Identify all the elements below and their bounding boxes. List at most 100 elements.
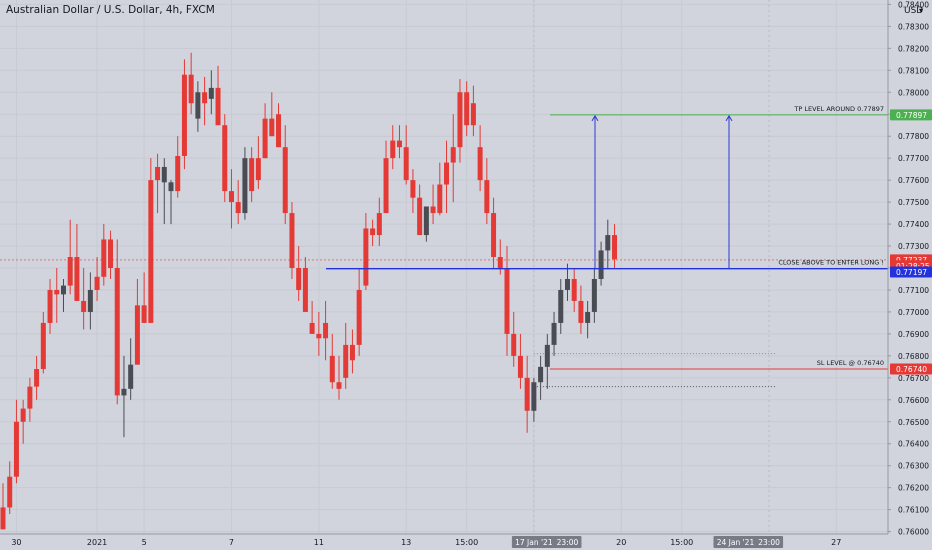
candle-body bbox=[423, 206, 429, 236]
candle-body bbox=[128, 364, 134, 389]
candle-body bbox=[511, 333, 517, 356]
time-marker-bg bbox=[511, 536, 556, 548]
entry-label: CLOSE ABOVE TO ENTER LONG ! bbox=[778, 259, 884, 267]
candle-body bbox=[289, 213, 295, 268]
time-axis-label: 15:00 bbox=[670, 538, 693, 547]
price-tag-bg bbox=[890, 363, 932, 375]
candle-body bbox=[578, 300, 584, 323]
price-axis-label: 0.78200 bbox=[898, 44, 929, 53]
candle-body bbox=[7, 476, 13, 508]
candle-body bbox=[27, 386, 33, 409]
candle-body bbox=[497, 257, 503, 268]
price-axis-label: 0.76500 bbox=[898, 418, 929, 427]
price-axis-label: 0.76300 bbox=[898, 462, 929, 471]
price-axis-label: 0.76400 bbox=[898, 440, 929, 449]
candle-body bbox=[410, 180, 416, 198]
candle-body bbox=[564, 278, 570, 290]
candle-body bbox=[302, 268, 308, 312]
candle-body bbox=[0, 507, 6, 530]
candle-body bbox=[383, 158, 389, 214]
price-axis-label: 0.78300 bbox=[898, 22, 929, 31]
currency-label[interactable]: USD bbox=[904, 6, 924, 16]
time-marker-label: 17 Jan '21 bbox=[515, 538, 553, 547]
candle-body bbox=[336, 382, 342, 389]
tp-label: TP LEVEL AROUND 0.77897 bbox=[793, 105, 884, 113]
candle-body bbox=[457, 92, 463, 148]
candle-body bbox=[363, 228, 369, 286]
price-axis-label: 0.76200 bbox=[898, 484, 929, 493]
candle-body bbox=[316, 333, 322, 339]
candle-body bbox=[215, 87, 221, 126]
candle-body bbox=[524, 377, 530, 411]
price-tag-label: 01:28:25 bbox=[896, 262, 930, 271]
candle-body bbox=[101, 239, 107, 277]
candle-body bbox=[155, 166, 161, 181]
candle-body bbox=[349, 344, 355, 361]
time-marker-bg bbox=[713, 536, 758, 548]
candle-body bbox=[54, 289, 60, 295]
sl-label: SL LEVEL @ 0.76740 bbox=[817, 359, 884, 367]
candle-body bbox=[255, 158, 261, 181]
candle-body bbox=[591, 278, 597, 312]
candle-body bbox=[13, 421, 19, 477]
candle-body bbox=[67, 257, 73, 286]
candle-body bbox=[531, 382, 537, 411]
chart-title: Australian Dollar / U.S. Dollar, 4h, FXC… bbox=[6, 4, 215, 16]
time-marker-label: 23:00 bbox=[758, 538, 780, 547]
price-tag-label: 0.77897 bbox=[896, 111, 927, 120]
candle-body bbox=[108, 239, 114, 268]
candle-body bbox=[134, 305, 140, 365]
candle-body bbox=[208, 87, 214, 99]
candle-body bbox=[585, 311, 591, 323]
candle-body bbox=[450, 147, 456, 163]
candle-body bbox=[551, 322, 557, 345]
price-axis-label: 0.77100 bbox=[898, 286, 929, 295]
candle-body bbox=[477, 147, 483, 181]
price-axis-label: 0.77600 bbox=[898, 176, 929, 185]
candle-body bbox=[558, 289, 564, 323]
candle-body bbox=[269, 118, 275, 137]
price-axis-label: 0.76900 bbox=[898, 330, 929, 339]
candle-body bbox=[612, 235, 618, 260]
price-axis-label: 0.76000 bbox=[898, 528, 929, 537]
price-tag-bg bbox=[890, 109, 932, 121]
candle-body bbox=[81, 300, 87, 312]
price-axis-label: 0.76600 bbox=[898, 396, 929, 405]
time-marker-label: 23:00 bbox=[557, 538, 579, 547]
candle-body bbox=[544, 344, 550, 367]
candle-body bbox=[417, 197, 423, 236]
candle-body bbox=[598, 250, 604, 279]
chevron-down-icon[interactable]: ▾ bbox=[919, 6, 924, 15]
candle-body bbox=[188, 74, 194, 104]
candle-body bbox=[491, 213, 497, 258]
candle-body bbox=[403, 147, 409, 181]
candle-body bbox=[242, 158, 248, 214]
candle-body bbox=[437, 184, 443, 214]
arrow-up-icon bbox=[591, 114, 599, 122]
candle-body bbox=[430, 206, 436, 214]
price-axis-label: 0.76800 bbox=[898, 352, 929, 361]
candle-body bbox=[161, 166, 167, 183]
candle-body bbox=[195, 92, 201, 119]
candle-body bbox=[20, 408, 26, 422]
candle-body bbox=[396, 140, 402, 148]
candle-body bbox=[282, 147, 288, 214]
candle-body bbox=[390, 140, 396, 159]
candle-body bbox=[87, 289, 93, 312]
price-tag-label: 0.76740 bbox=[896, 365, 927, 374]
price-tag-label: 0.77197 bbox=[896, 268, 927, 277]
price-axis-label: 0.76100 bbox=[898, 506, 929, 515]
time-axis-label: 30 bbox=[11, 538, 21, 547]
candle-body bbox=[141, 305, 147, 323]
candle-body bbox=[329, 355, 335, 383]
time-axis-label: 7 bbox=[229, 538, 234, 547]
candle-body bbox=[94, 276, 100, 290]
price-axis-label: 0.76700 bbox=[898, 374, 929, 383]
price-tag-bg bbox=[890, 266, 932, 278]
time-axis-label: 13 bbox=[401, 538, 411, 547]
time-axis-label: 11 bbox=[314, 538, 324, 547]
candle-body bbox=[484, 180, 490, 214]
candle-body bbox=[34, 369, 40, 387]
